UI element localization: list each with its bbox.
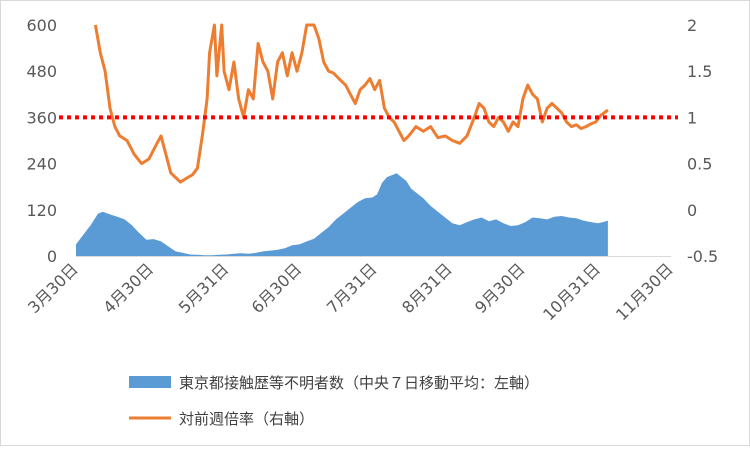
x-axis-tick-label: 8月31日 <box>398 259 456 317</box>
right-axis-tick-label: -0.5 <box>687 247 718 266</box>
x-axis-tick-label: 5月31日 <box>175 259 233 317</box>
left-axis-tick-label: 240 <box>26 155 57 174</box>
x-axis-tick-label: 4月30日 <box>99 259 157 317</box>
line-series-week-over-week <box>93 23 609 184</box>
area-series-unknown-contacts <box>76 173 608 256</box>
x-axis-tick-label: 7月31日 <box>323 259 381 317</box>
right-axis-tick-label: 1.5 <box>687 62 712 81</box>
right-axis-tick-label: 0.5 <box>687 155 712 174</box>
legend-swatch-area <box>129 376 171 388</box>
right-axis-tick-label: 1 <box>687 108 697 127</box>
legend-label-line: 対前週倍率（右軸） <box>179 410 314 428</box>
left-axis-tick-label: 120 <box>26 201 57 220</box>
x-axis-tick-label: 6月30日 <box>248 259 306 317</box>
left-axis-tick-label: 360 <box>26 108 57 127</box>
x-axis-tick-label: 3月30日 <box>24 259 82 317</box>
x-axis-tick-label: 10月31日 <box>539 259 604 324</box>
axes-layer: 0 120 240 360 480 600 -0.5 0 0.5 1 1.5 2 3月30日 4月30日 5… <box>24 16 718 324</box>
left-axis-tick-label: 0 <box>47 247 57 266</box>
legend: 東京都接触歴等不明者数（中央７日移動平均：左軸） 対前週倍率（右軸） <box>129 374 539 428</box>
right-axis-tick-label: 2 <box>687 16 697 35</box>
legend-label-area: 東京都接触歴等不明者数（中央７日移動平均：左軸） <box>179 374 539 392</box>
area-series-layer <box>76 173 608 256</box>
x-axis-tick-label: 9月30日 <box>471 259 529 317</box>
line-series-layer <box>93 23 609 184</box>
left-axis-tick-label: 480 <box>26 62 57 81</box>
x-axis-tick-label: 11月30日 <box>612 259 677 324</box>
left-axis-tick-label: 600 <box>26 16 57 35</box>
right-axis-tick-label: 0 <box>687 201 697 220</box>
